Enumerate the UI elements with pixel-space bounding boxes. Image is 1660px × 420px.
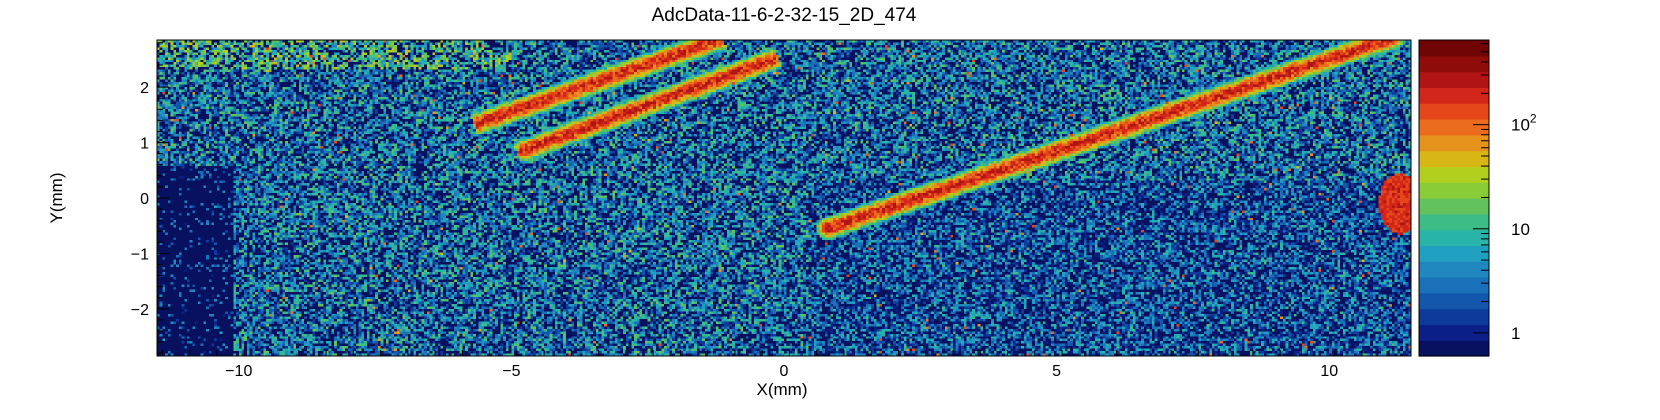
color-scale-swatch [1419,308,1489,325]
color-scale-swatch [1419,324,1489,341]
color-scale-swatch [1419,71,1489,88]
x-tick-label: 0 [780,363,789,380]
chart-title: AdcData-11-6-2-32-15_2D_474 [652,5,917,26]
color-scale-swatch [1419,261,1489,278]
color-scale-swatch [1419,119,1489,136]
x-tick-label: −5 [502,363,520,380]
x-axis-title: X(mm) [757,380,808,399]
heatmap-cells [157,40,1411,356]
color-scale-swatch [1419,150,1489,167]
y-axis: −2 −1 0 1 2 [131,42,169,354]
y-tick-label: 2 [140,80,149,97]
x-axis: −10 −5 0 5 10 [161,350,1390,380]
y-tick-label: 1 [140,136,149,153]
color-scale-swatch [1419,213,1489,231]
x-tick-label: 10 [1320,363,1338,380]
color-scale-swatch [1419,229,1489,246]
plot-frame [156,39,1412,357]
x-tick-label: −10 [225,363,252,380]
color-scale-label: 102 [1511,112,1537,135]
x-tick-label: 5 [1052,363,1061,380]
color-scale-swatch [1419,166,1489,183]
color-scale-swatch [1419,245,1489,262]
color-scale-frame [1418,39,1490,357]
color-scale-bar: 1 10 102 [1418,39,1537,357]
y-tick-label: 0 [140,191,149,208]
color-scale-swatch [1419,277,1489,294]
color-scale-label: 1 [1511,324,1520,343]
color-scale-swatch [1419,103,1489,120]
color-scale-swatch [1419,55,1489,73]
color-scale-swatch [1419,340,1489,357]
y-tick-label: −2 [131,302,149,319]
color-scale-swatch [1419,182,1489,199]
color-scale-swatch [1419,40,1489,57]
y-tick-label: −1 [131,246,149,263]
color-scale-swatch [1419,198,1489,215]
color-scale-label: 10 [1511,220,1530,239]
plot-area [157,40,1411,356]
y-axis-title: Y(mm) [47,173,66,224]
color-scale-swatch [1419,134,1489,152]
color-scale-swatch [1419,87,1489,104]
color-scale-swatch [1419,292,1489,310]
